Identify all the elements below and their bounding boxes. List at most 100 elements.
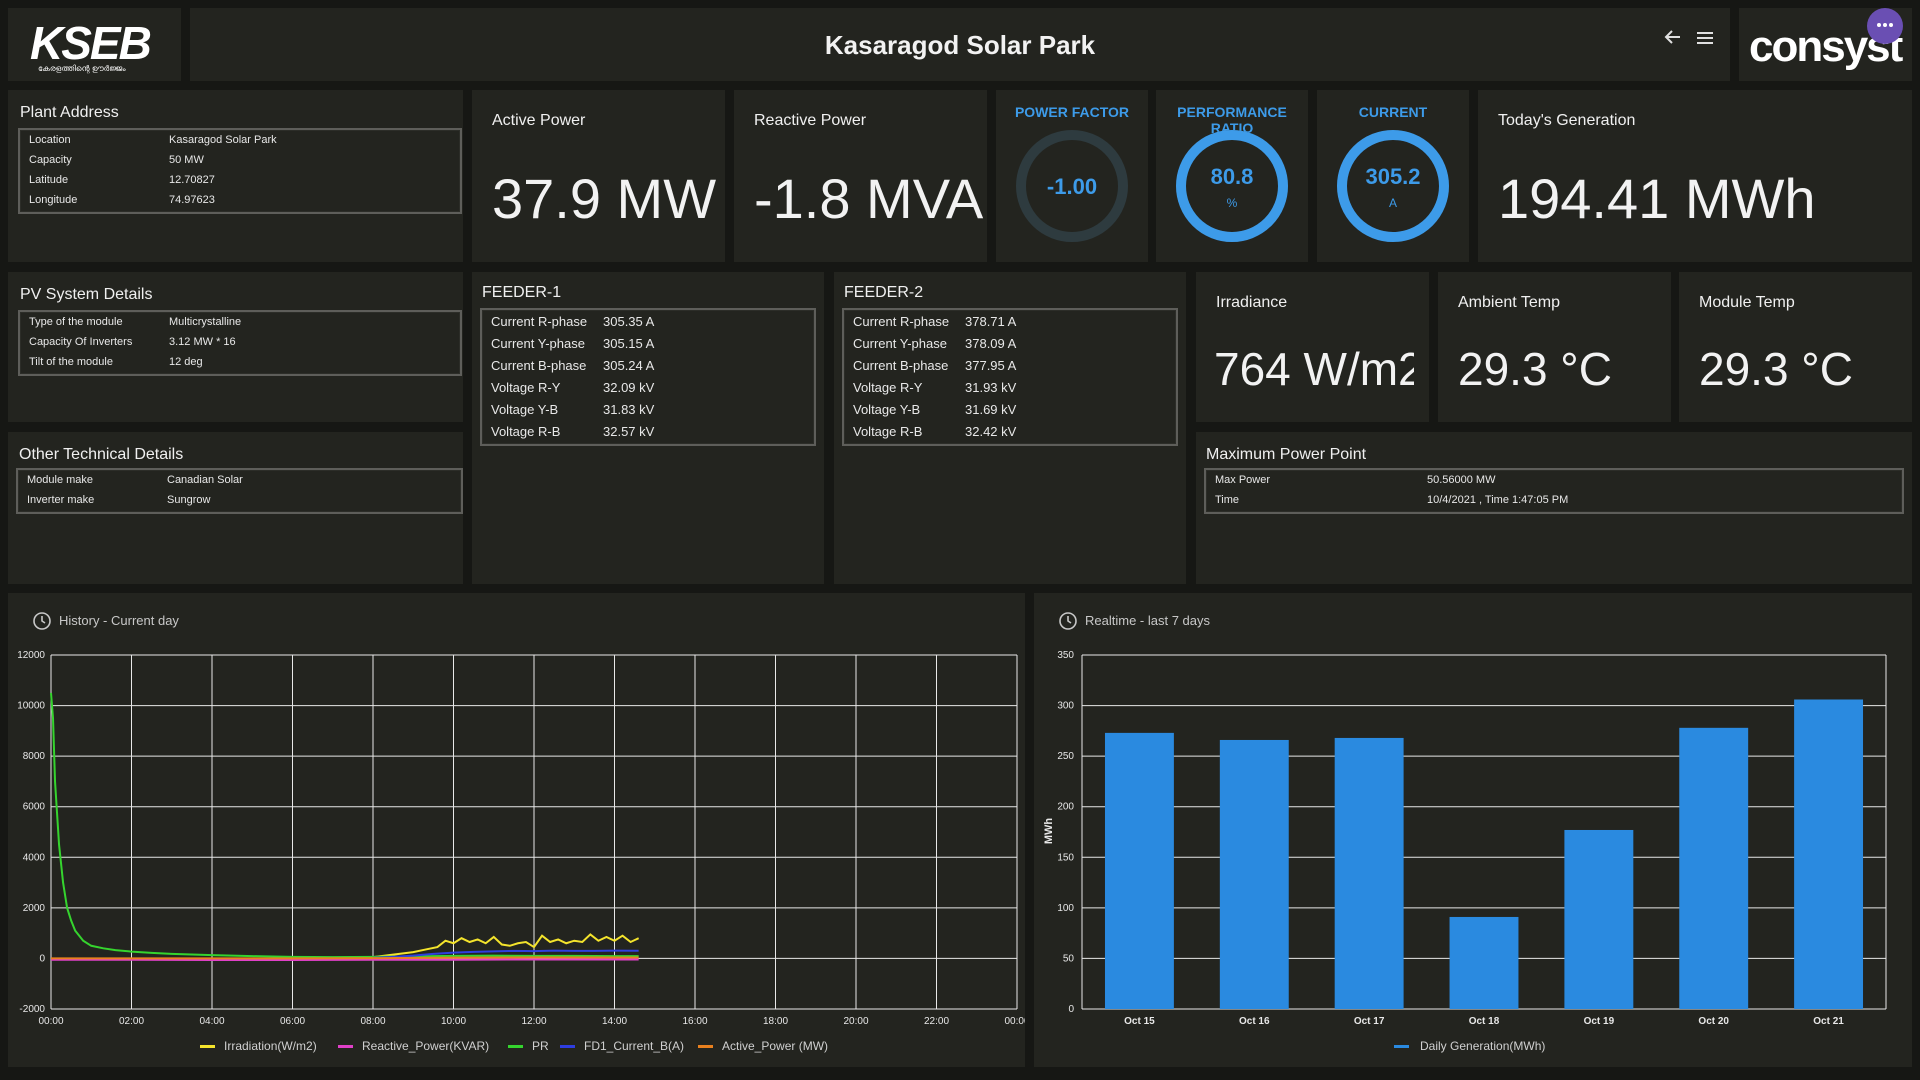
row-value: 3.12 MW * 16 bbox=[169, 336, 236, 348]
x-tick-label: Oct 20 bbox=[1698, 1016, 1729, 1027]
daily-chart-panel: Realtime - last 7 days 350 300 250 200 150 10… bbox=[1034, 593, 1912, 1067]
active-power-value: 37.9 MW bbox=[492, 167, 717, 230]
row-value: 50.56000 MW bbox=[1427, 474, 1496, 486]
y-tick-label: 300 bbox=[1057, 701, 1074, 712]
row-label: Current Y-phase bbox=[491, 335, 585, 351]
current-unit: A bbox=[1388, 196, 1397, 210]
bar[interactable] bbox=[1219, 739, 1289, 1009]
current-panel: CURRENT 305.2 A bbox=[1317, 90, 1469, 262]
arrow-left-icon[interactable] bbox=[1664, 28, 1682, 52]
irradiance-title: Irradiance bbox=[1216, 294, 1288, 311]
power-factor-panel: POWER FACTOR -1.00 bbox=[996, 90, 1148, 262]
row-label: Voltage R-B bbox=[491, 423, 561, 439]
x-tick-label: Oct 19 bbox=[1584, 1016, 1615, 1027]
legend-label[interactable]: Irradiation(W/m2) bbox=[224, 1039, 317, 1053]
legend-label[interactable]: Active_Power (MW) bbox=[722, 1039, 828, 1053]
todays-generation-value: 194.41 MWh bbox=[1498, 167, 1816, 230]
mpp-table: Max Power 50.56000 MW Time 10/4/2021 , Time… bbox=[1204, 468, 1904, 514]
series-line bbox=[372, 933, 640, 959]
active-power-panel: Active Power 37.9 MW bbox=[472, 90, 725, 262]
consyst-logo: consyst bbox=[1739, 8, 1912, 81]
legend-swatch bbox=[1394, 1045, 1409, 1048]
table-row: Voltage Y-B 31.83 kV bbox=[482, 398, 814, 420]
table-row: Voltage R-Y 32.09 kV bbox=[482, 376, 814, 398]
row-value: Sungrow bbox=[167, 494, 211, 506]
table-row: Capacity 50 MW bbox=[20, 150, 460, 170]
gauge-track bbox=[1016, 130, 1128, 242]
legend-label[interactable]: Reactive_Power(KVAR) bbox=[362, 1039, 489, 1053]
performance-ratio-unit: % bbox=[1226, 196, 1238, 210]
current-value: 305.2 bbox=[1365, 164, 1421, 189]
daily-chart-title: Realtime - last 7 days bbox=[1085, 613, 1210, 628]
chat-bubble-icon[interactable] bbox=[1867, 8, 1903, 44]
x-tick-label: 04:00 bbox=[199, 1016, 224, 1027]
row-label: Latitude bbox=[29, 174, 69, 186]
row-value: 305.35 A bbox=[603, 313, 655, 329]
current-gauge bbox=[1337, 130, 1449, 242]
ambient-temp-panel: Ambient Temp 29.3 °C bbox=[1438, 272, 1671, 422]
legend-swatch bbox=[338, 1045, 353, 1048]
row-value: 32.57 kV bbox=[603, 423, 655, 439]
y-tick-label: 0 bbox=[1068, 1004, 1074, 1015]
x-tick-label: 00:00 bbox=[1004, 1016, 1025, 1027]
y-tick-label: 4000 bbox=[23, 852, 46, 863]
bar[interactable] bbox=[1449, 916, 1519, 1009]
row-label: Current B-phase bbox=[853, 357, 949, 373]
x-tick-label: Oct 16 bbox=[1239, 1016, 1270, 1027]
reactive-power-panel: Reactive Power -1.8 MVA bbox=[734, 90, 987, 262]
power-factor-gauge bbox=[1016, 130, 1128, 242]
x-tick-label: 02:00 bbox=[119, 1016, 144, 1027]
bar[interactable] bbox=[1679, 727, 1749, 1009]
x-tick-label: 18:00 bbox=[763, 1016, 788, 1027]
series-line bbox=[51, 956, 639, 960]
x-tick-label: 14:00 bbox=[602, 1016, 627, 1027]
row-value: 378.09 A bbox=[965, 335, 1017, 351]
legend-label[interactable]: Daily Generation(MWh) bbox=[1420, 1039, 1545, 1053]
bar[interactable] bbox=[1564, 829, 1634, 1009]
x-tick-label: 12:00 bbox=[521, 1016, 546, 1027]
table-row: Capacity Of Inverters 3.12 MW * 16 bbox=[20, 332, 460, 352]
ambient-temp-title: Ambient Temp bbox=[1458, 294, 1560, 311]
legend-label[interactable]: PR bbox=[532, 1039, 549, 1053]
y-axis-label: MWh bbox=[1043, 818, 1055, 845]
header-bar: Kasaragod Solar Park bbox=[190, 8, 1730, 81]
performance-ratio-panel: PERFORMANCE RATIO 80.8 % bbox=[1156, 90, 1308, 262]
hamburger-icon[interactable] bbox=[1696, 29, 1714, 52]
row-value: 305.24 A bbox=[603, 357, 655, 373]
x-tick-label: Oct 15 bbox=[1124, 1016, 1155, 1027]
x-tick-label: 08:00 bbox=[360, 1016, 385, 1027]
x-tick-label: Oct 17 bbox=[1354, 1016, 1385, 1027]
performance-ratio-gauge bbox=[1176, 130, 1288, 242]
table-row: Location Kasaragod Solar Park bbox=[20, 130, 460, 150]
other-tech-title: Other Technical Details bbox=[19, 446, 184, 463]
row-value: 32.09 kV bbox=[603, 379, 655, 395]
clock-icon bbox=[33, 612, 51, 630]
row-value: 31.83 kV bbox=[603, 401, 655, 417]
table-row: Voltage R-B 32.57 kV bbox=[482, 420, 814, 442]
pv-system-table: Type of the module Multicrystalline Capaci… bbox=[18, 310, 462, 376]
other-tech-table: Module make Canadian Solar Inverter make Su… bbox=[16, 468, 463, 514]
table-row: Current R-phase 378.71 A bbox=[844, 310, 1176, 332]
legend-label[interactable]: FD1_Current_B(A) bbox=[584, 1039, 684, 1053]
bar[interactable] bbox=[1104, 732, 1174, 1009]
y-tick-label: 250 bbox=[1057, 751, 1074, 762]
table-row: Current R-phase 305.35 A bbox=[482, 310, 814, 332]
x-tick-label: 10:00 bbox=[441, 1016, 466, 1027]
row-value: 378.71 A bbox=[965, 313, 1017, 329]
row-value: Canadian Solar bbox=[167, 474, 243, 486]
row-value: 12.70827 bbox=[169, 174, 215, 186]
y-tick-label: 100 bbox=[1057, 903, 1074, 914]
feeder2-table: Current R-phase 378.71 A Current Y-phase 37… bbox=[842, 308, 1178, 446]
performance-ratio-value: 80.8 bbox=[1210, 164, 1254, 189]
y-tick-label: 8000 bbox=[23, 751, 46, 762]
bar[interactable] bbox=[1334, 737, 1404, 1009]
other-tech-panel: Other Technical Details Module make Canad… bbox=[8, 432, 463, 584]
kseb-logo: KSEB കേരളത്തിന്റെ ഊർജ്ജം bbox=[8, 8, 181, 81]
table-row: Current Y-phase 305.15 A bbox=[482, 332, 814, 354]
row-value: 32.42 kV bbox=[965, 423, 1017, 439]
row-label: Current Y-phase bbox=[853, 335, 947, 351]
row-value: 50 MW bbox=[169, 154, 204, 166]
table-row: Voltage Y-B 31.69 kV bbox=[844, 398, 1176, 420]
kseb-logo-subtitle: കേരളത്തിന്റെ ഊർജ്ജം bbox=[38, 64, 126, 73]
bar[interactable] bbox=[1794, 699, 1864, 1009]
